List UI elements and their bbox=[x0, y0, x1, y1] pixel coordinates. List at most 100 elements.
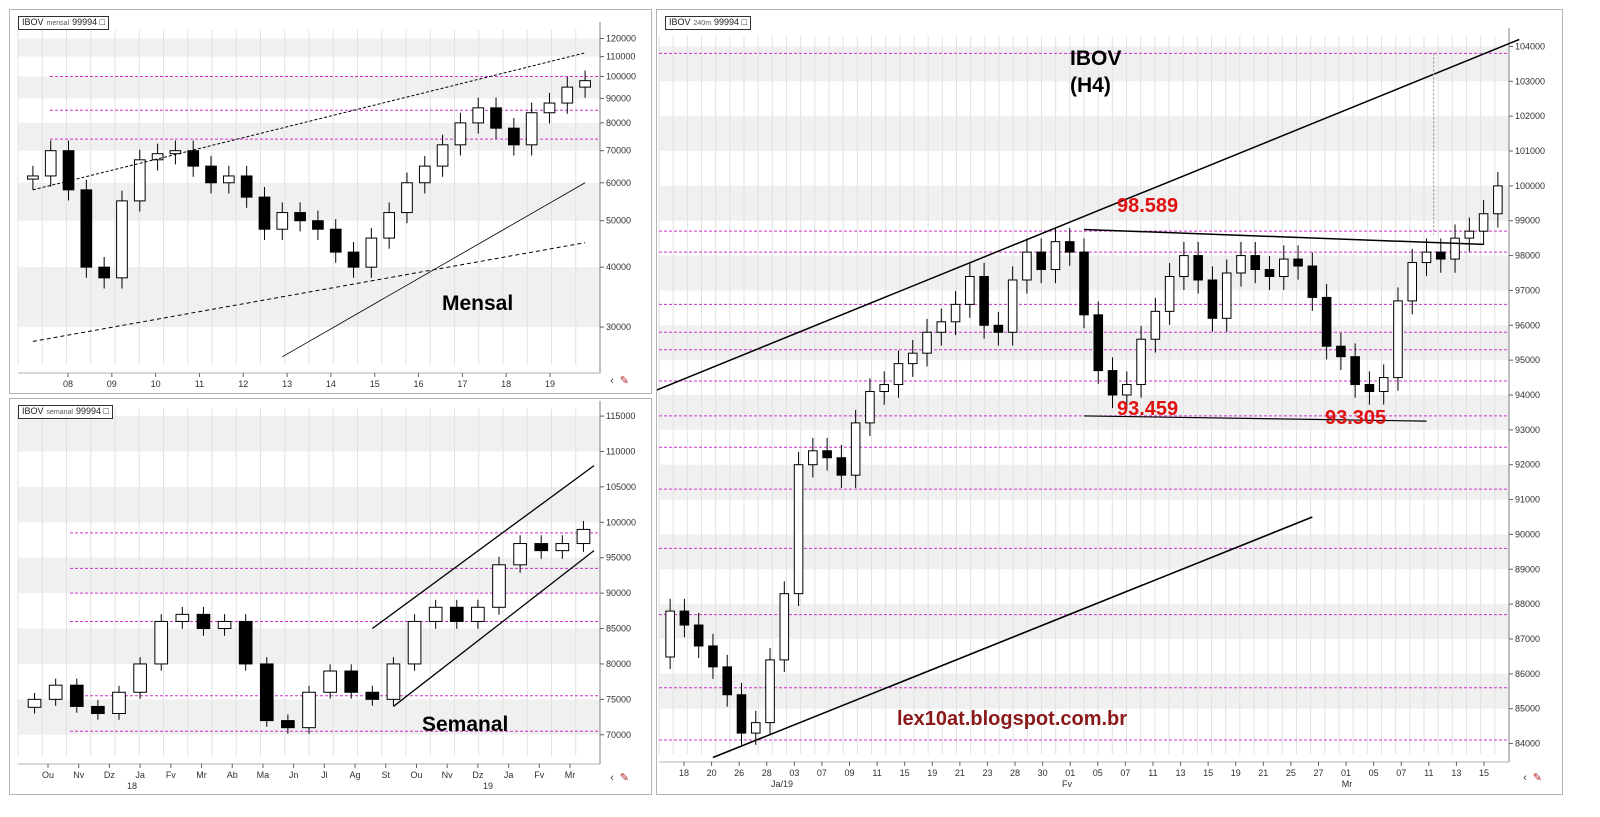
x-tick-label: Mr bbox=[565, 770, 576, 780]
candle bbox=[1164, 275, 1175, 312]
x-tick-label: Ja bbox=[504, 770, 514, 780]
symbol: IBOV bbox=[22, 17, 44, 27]
chart-subtitle: (H4) bbox=[1070, 74, 1111, 97]
chevron-left-icon[interactable]: ‹ bbox=[610, 375, 614, 387]
candle bbox=[449, 606, 464, 622]
candle bbox=[492, 564, 506, 608]
y-tick-label: 110000 bbox=[606, 446, 635, 456]
candle bbox=[302, 691, 316, 729]
candle bbox=[1050, 241, 1061, 271]
x-tick-label: 25 bbox=[1286, 768, 1296, 778]
x-tick-label: 07 bbox=[1120, 768, 1130, 778]
x-tick-label: 23 bbox=[982, 768, 992, 778]
weekly-chart-tag: IBOV semanal 99994 □ bbox=[18, 405, 113, 419]
candle bbox=[329, 228, 342, 253]
y-tick-label: 40000 bbox=[606, 262, 631, 272]
candle bbox=[579, 80, 591, 88]
candle bbox=[312, 220, 324, 230]
x-sub-label: 19 bbox=[483, 781, 493, 791]
y-tick-label: 103000 bbox=[1515, 76, 1545, 86]
y-tick-label: 95000 bbox=[1515, 355, 1540, 365]
pen-icon[interactable]: ✎ bbox=[619, 375, 629, 387]
candle bbox=[436, 144, 449, 167]
x-tick-label: 13 bbox=[1176, 768, 1186, 778]
y-tick-label: 80000 bbox=[606, 659, 631, 669]
candle bbox=[1207, 279, 1218, 319]
y-tick-label: 95000 bbox=[606, 553, 631, 563]
candle bbox=[344, 670, 359, 693]
x-tick-label: 09 bbox=[845, 768, 855, 778]
x-tick-label: 19 bbox=[545, 379, 555, 389]
candle bbox=[525, 112, 538, 146]
interval: semanal bbox=[46, 409, 73, 416]
candle bbox=[258, 196, 271, 230]
symbol: IBOV bbox=[22, 406, 44, 416]
candle bbox=[1307, 265, 1318, 298]
candle bbox=[1250, 255, 1261, 271]
last-value: 99994 bbox=[72, 17, 98, 27]
y-tick-label: 115000 bbox=[606, 411, 635, 421]
y-tick-label: 99000 bbox=[1515, 216, 1540, 226]
chevron-left-icon[interactable]: ‹ bbox=[1523, 772, 1527, 784]
trendline bbox=[371, 465, 595, 630]
candle bbox=[561, 86, 574, 104]
x-tick-label: 15 bbox=[900, 768, 910, 778]
y-tick-label: 84000 bbox=[1515, 739, 1540, 749]
candle bbox=[281, 720, 295, 729]
candle bbox=[736, 694, 747, 734]
y-tick-label: 88000 bbox=[1515, 599, 1540, 609]
candle bbox=[27, 175, 39, 180]
candle bbox=[822, 450, 832, 459]
candle bbox=[187, 150, 200, 167]
candle bbox=[850, 422, 861, 476]
candle bbox=[386, 663, 401, 700]
monthly-chart-tag: IBOV mensal 99994 □ bbox=[18, 16, 110, 30]
box-icon[interactable]: □ bbox=[99, 17, 106, 27]
candle bbox=[1193, 255, 1203, 281]
candle bbox=[936, 321, 947, 333]
candle bbox=[836, 457, 847, 476]
x-sub-label: Mr bbox=[1342, 779, 1353, 789]
candle bbox=[347, 251, 360, 268]
x-tick-label: 17 bbox=[457, 379, 467, 389]
candle bbox=[240, 175, 253, 198]
x-tick-label: Ma bbox=[257, 770, 270, 780]
y-tick-label: 91000 bbox=[1515, 495, 1540, 505]
timeframe-label: Mensal bbox=[442, 292, 513, 315]
pen-icon[interactable]: ✎ bbox=[619, 772, 629, 784]
candle bbox=[48, 684, 63, 700]
y-tick-label: 96000 bbox=[1515, 320, 1540, 330]
box-icon[interactable]: □ bbox=[741, 17, 748, 27]
candle bbox=[1036, 251, 1046, 271]
x-tick-label: 28 bbox=[762, 768, 772, 778]
x-tick-label: 18 bbox=[501, 379, 511, 389]
x-tick-label: Ab bbox=[227, 770, 238, 780]
y-tick-label: 85000 bbox=[606, 624, 631, 634]
y-tick-label: 90000 bbox=[1515, 529, 1540, 539]
pen-icon[interactable]: ✎ bbox=[1532, 772, 1542, 784]
candle bbox=[196, 613, 211, 630]
candle bbox=[154, 620, 169, 665]
trendline bbox=[1083, 415, 1427, 422]
x-tick-label: Jl bbox=[321, 770, 328, 780]
candle bbox=[27, 698, 42, 708]
candle bbox=[708, 645, 718, 668]
monthly-chart-panel: 120000 110000 100000 90000 80000 70000 60000 50… bbox=[9, 9, 652, 394]
x-tick-label: Nv bbox=[73, 770, 84, 780]
y-tick-label: 87000 bbox=[1515, 634, 1540, 644]
box-icon[interactable]: □ bbox=[103, 406, 109, 416]
candle bbox=[665, 610, 675, 658]
y-tick-label: 92000 bbox=[1515, 460, 1540, 470]
y-tick-label: 50000 bbox=[606, 216, 631, 226]
candle bbox=[1079, 251, 1089, 316]
candle bbox=[1407, 262, 1418, 302]
x-tick-label: 13 bbox=[282, 379, 292, 389]
candle bbox=[116, 200, 128, 279]
weekly-footer-icons: ‹ ✎ bbox=[610, 771, 629, 784]
chevron-left-icon[interactable]: ‹ bbox=[610, 772, 614, 784]
candle bbox=[1378, 377, 1389, 393]
x-tick-label: 07 bbox=[1396, 768, 1406, 778]
y-tick-label: 104000 bbox=[1515, 41, 1545, 51]
candle bbox=[1336, 345, 1346, 358]
candle bbox=[365, 691, 380, 700]
